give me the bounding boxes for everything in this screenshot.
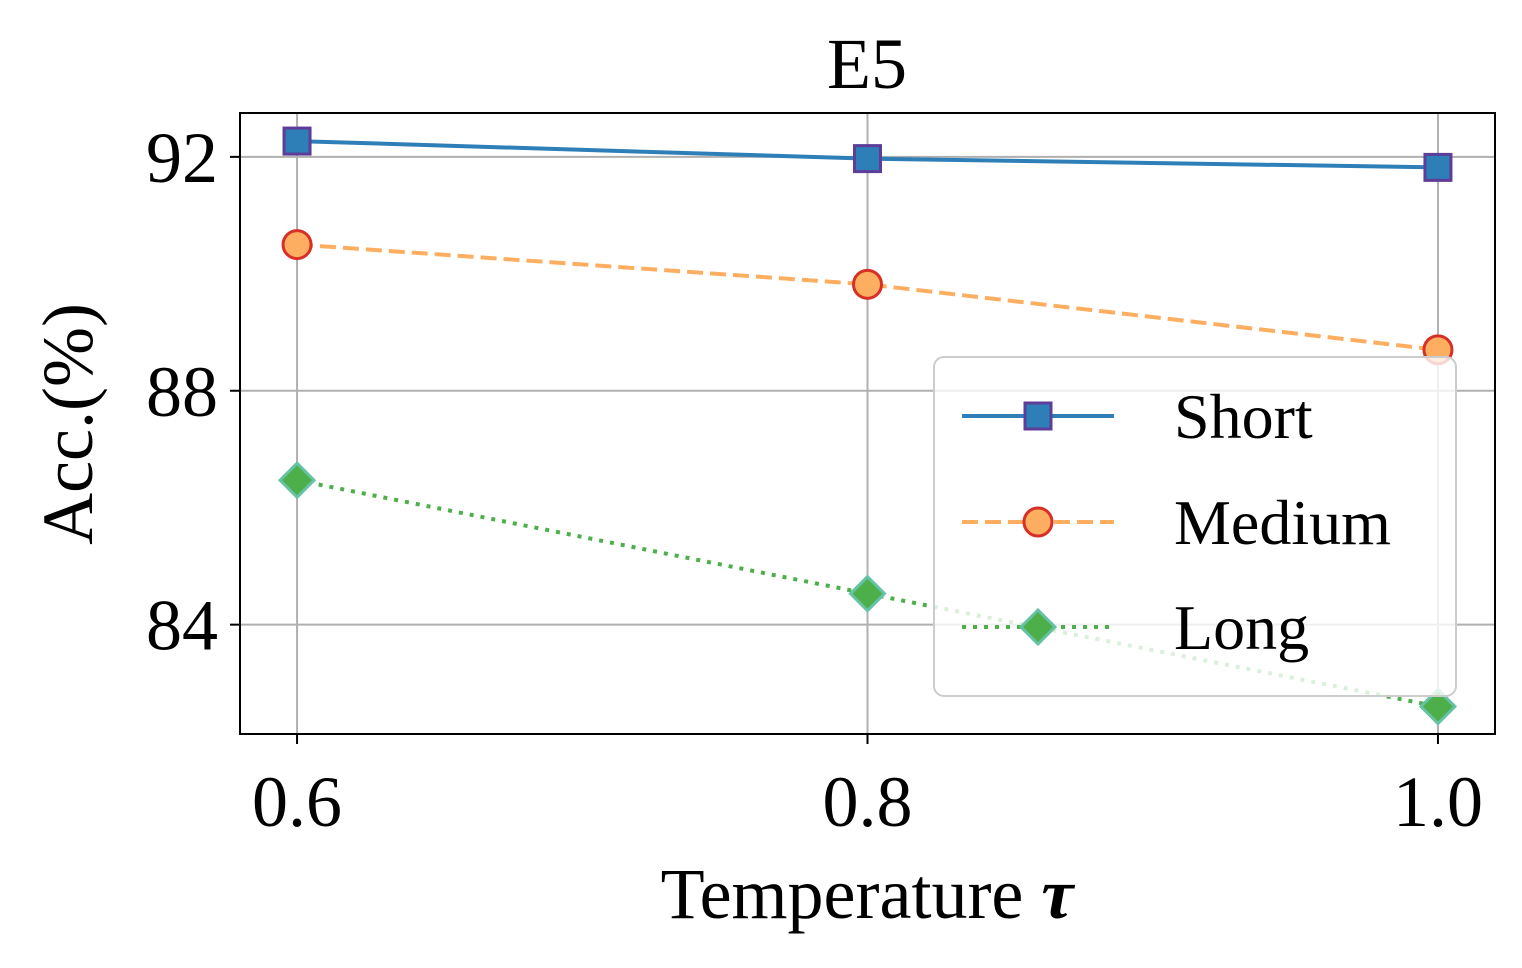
chart-title: E5	[827, 24, 907, 104]
x-tick-label: 0.6	[252, 762, 342, 842]
y-axis-label: Acc.(%)	[28, 303, 108, 545]
legend-label: Medium	[1174, 487, 1391, 558]
series-medium	[281, 229, 1454, 366]
legend-box	[933, 356, 1457, 697]
x-tick-label: 0.8	[823, 762, 913, 842]
x-axis-label-text: Temperature	[661, 854, 1024, 934]
y-tick-label: 88	[146, 352, 218, 432]
y-tick-label: 84	[146, 586, 218, 666]
data-point	[277, 461, 317, 500]
legend-label: Long	[1174, 592, 1309, 663]
axis-ticks: 0.6 0.8 1.0 84 88 92	[146, 118, 1483, 842]
legend-marker	[1018, 607, 1058, 647]
legend-entry-medium: Medium	[962, 487, 1391, 558]
legend-marker	[1023, 401, 1053, 431]
data-point	[1418, 687, 1458, 726]
x-tick-label: 1.0	[1393, 762, 1483, 842]
x-axis-symbol: τ	[1041, 854, 1075, 934]
data-point	[281, 229, 313, 261]
legend-entry-short: Short	[962, 381, 1313, 452]
legend-entry-long: Long	[962, 592, 1309, 663]
series-short	[282, 126, 1453, 182]
x-axis-label: Temperature τ	[661, 854, 1076, 934]
series-line	[296, 242, 1439, 352]
data-point	[853, 144, 882, 174]
data-point	[282, 126, 312, 156]
legend: Short Medium Long	[933, 356, 1457, 697]
data-point	[848, 574, 887, 613]
data-point	[852, 268, 883, 300]
legend-marker	[1022, 506, 1054, 538]
legend-label: Short	[1174, 381, 1313, 452]
data-point	[1423, 152, 1453, 182]
y-tick-label: 92	[146, 118, 218, 198]
